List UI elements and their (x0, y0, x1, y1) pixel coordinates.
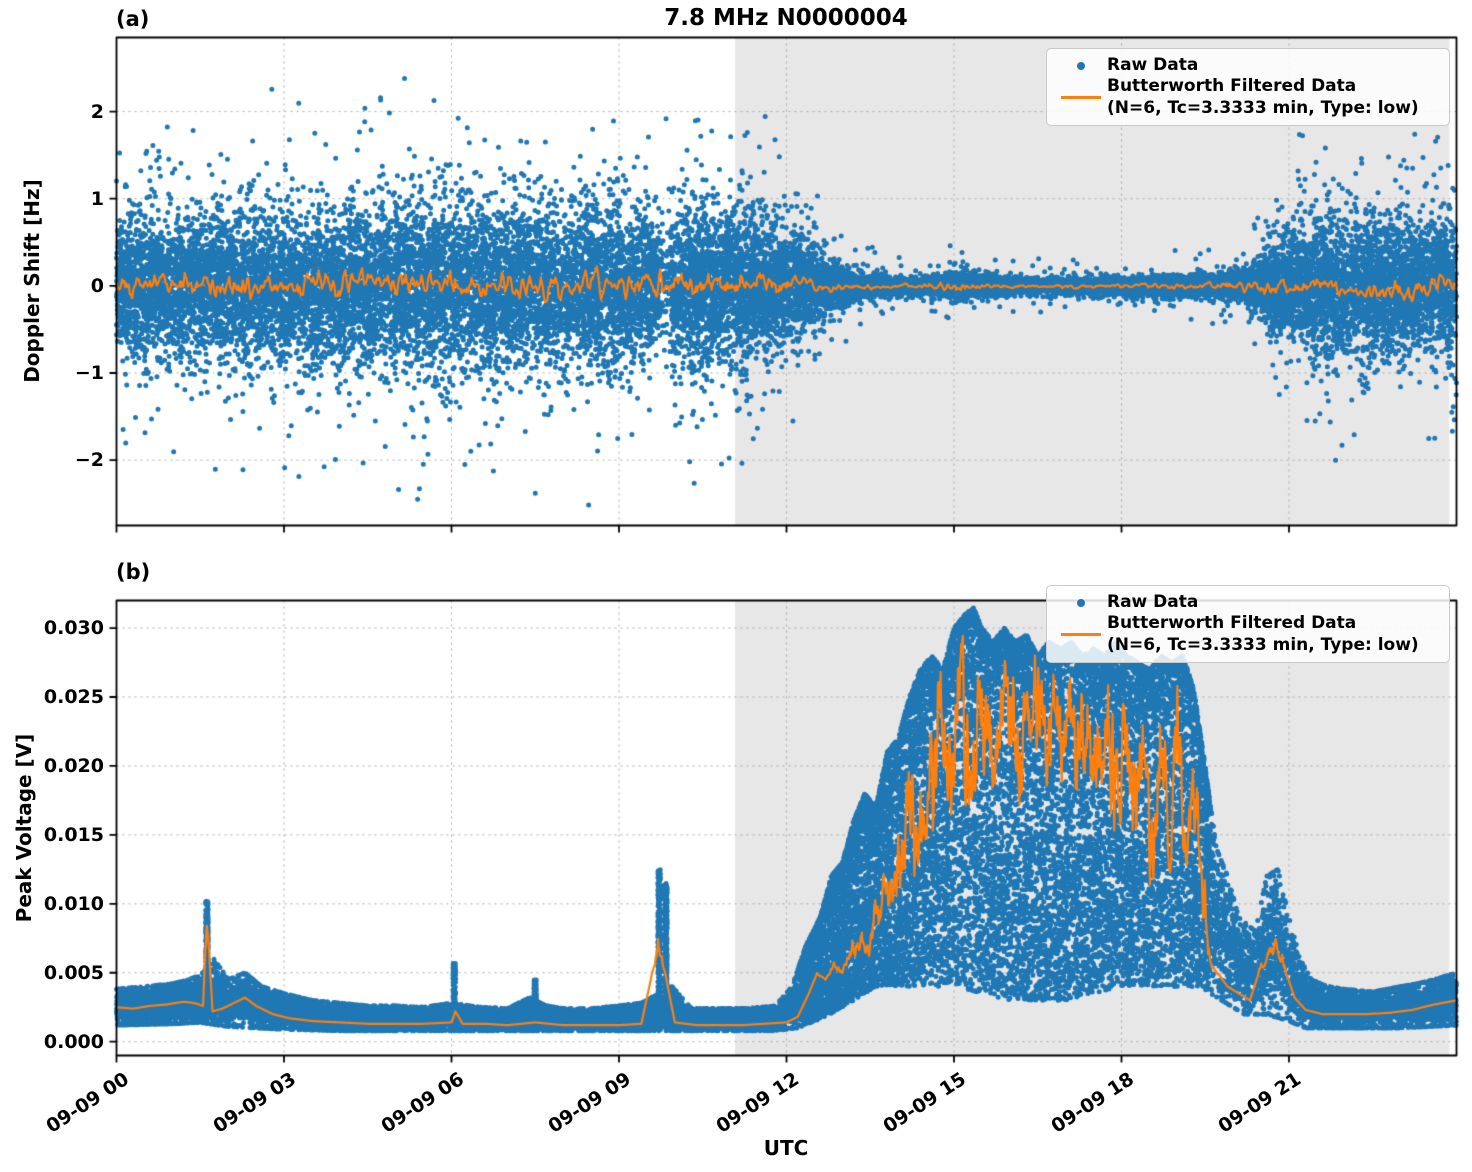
panel-b-y-tick-label: 0.005 (43, 961, 104, 984)
filtered-line-marker-icon (1055, 633, 1107, 636)
panel-a-y-tick-label: −2 (74, 449, 104, 472)
legend-filtered-label: Butterworth Filtered Data (N=6, Tc=3.333… (1107, 76, 1419, 119)
panel-b-y-axis-label: Peak Voltage [V] (12, 733, 36, 923)
panel-a-y-tick-label: 0 (90, 274, 104, 297)
panel-b-y-tick-label: 0.015 (43, 823, 104, 846)
x-axis-label: UTC (763, 1136, 809, 1160)
panel-b-legend: Raw Data Butterworth Filtered Data (N=6,… (1046, 585, 1450, 663)
panel-a-y-tick-label: −1 (74, 362, 104, 384)
raw-data-marker-icon (1055, 598, 1107, 607)
filtered-line-icon (1061, 96, 1101, 99)
legend-filtered-line1: Butterworth Filtered Data (1107, 76, 1357, 97)
panel-b-y-tick-label: 0.010 (43, 892, 104, 915)
legend-filtered-entry: Butterworth Filtered Data (N=6, Tc=3.333… (1055, 613, 1441, 656)
raw-data-marker-icon (1055, 61, 1107, 70)
legend-raw-label: Raw Data (1107, 55, 1199, 75)
raw-dot-icon (1077, 598, 1085, 607)
panel-b-label: (b) (116, 560, 151, 584)
panel-b-y-tick-label: 0.000 (43, 1030, 104, 1053)
panel-b-y-tick-label: 0.020 (43, 754, 104, 777)
panel-a-legend: Raw Data Butterworth Filtered Data (N=6,… (1046, 48, 1450, 126)
legend-raw-entry: Raw Data (1055, 55, 1441, 76)
legend-filtered-label: Butterworth Filtered Data (N=6, Tc=3.333… (1107, 613, 1419, 656)
filtered-line-marker-icon (1055, 96, 1107, 99)
raw-dot-icon (1077, 61, 1085, 70)
chart-title: 7.8 MHz N0000004 (664, 5, 908, 31)
legend-raw-label: Raw Data (1107, 592, 1199, 612)
panel-a-label: (a) (116, 7, 150, 31)
panel-a-y-axis-label: Doppler Shift [Hz] (20, 179, 44, 383)
panel-a-y-tick-label: 2 (90, 100, 104, 123)
legend-filtered-line2: (N=6, Tc=3.3333 min, Type: low) (1107, 634, 1419, 655)
legend-filtered-entry: Butterworth Filtered Data (N=6, Tc=3.333… (1055, 76, 1441, 119)
legend-filtered-line1: Butterworth Filtered Data (1107, 613, 1357, 634)
filtered-line-icon (1061, 633, 1101, 636)
panel-a-y-tick-label: 1 (90, 187, 104, 210)
panel-b-y-tick-label: 0.025 (43, 686, 104, 708)
panel-b-y-tick-label: 0.030 (43, 617, 104, 640)
legend-raw-entry: Raw Data (1055, 592, 1441, 613)
legend-filtered-line2: (N=6, Tc=3.3333 min, Type: low) (1107, 97, 1419, 118)
